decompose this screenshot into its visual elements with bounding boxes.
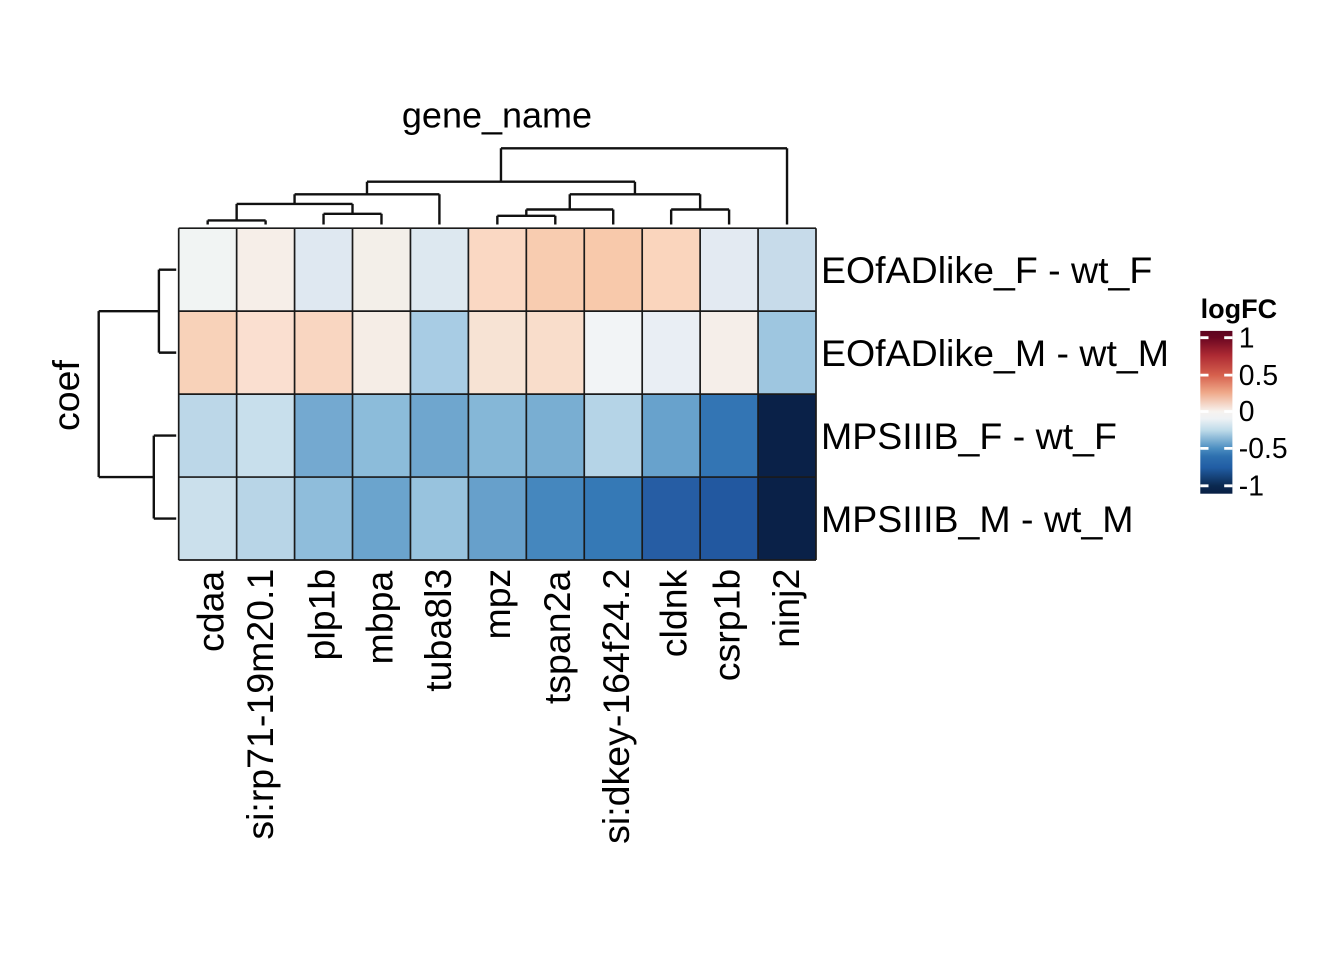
svg-text:si:dkey-164f24.2: si:dkey-164f24.2 [595, 569, 637, 844]
svg-text:ninj2: ninj2 [765, 569, 807, 648]
svg-text:logFC: logFC [1201, 294, 1277, 324]
svg-text:gene_name: gene_name [402, 95, 592, 136]
svg-text:csrp1b: csrp1b [705, 569, 747, 682]
svg-text:-0.5: -0.5 [1239, 432, 1288, 464]
svg-text:mpz: mpz [476, 569, 518, 640]
svg-text:MPSIIIB_M - wt_M: MPSIIIB_M - wt_M [821, 498, 1134, 540]
svg-text:0.5: 0.5 [1239, 359, 1278, 391]
svg-text:tspan2a: tspan2a [536, 571, 578, 705]
svg-text:mbpa: mbpa [358, 571, 400, 665]
svg-text:si:rp71-19m20.1: si:rp71-19m20.1 [239, 569, 281, 840]
svg-text:0: 0 [1239, 395, 1255, 427]
svg-text:1: 1 [1239, 321, 1255, 353]
svg-text:coef: coef [45, 359, 87, 430]
svg-text:EOfADlike_F - wt_F: EOfADlike_F - wt_F [821, 249, 1152, 291]
svg-text:MPSIIIB_F - wt_F: MPSIIIB_F - wt_F [821, 415, 1117, 457]
svg-text:tuba8l3: tuba8l3 [417, 569, 459, 692]
svg-text:cldnk: cldnk [652, 569, 694, 657]
svg-text:-1: -1 [1239, 470, 1264, 502]
svg-text:plp1b: plp1b [300, 569, 342, 661]
svg-text:EOfADlike_M - wt_M: EOfADlike_M - wt_M [821, 332, 1169, 374]
svg-text:cdaa: cdaa [189, 571, 231, 652]
